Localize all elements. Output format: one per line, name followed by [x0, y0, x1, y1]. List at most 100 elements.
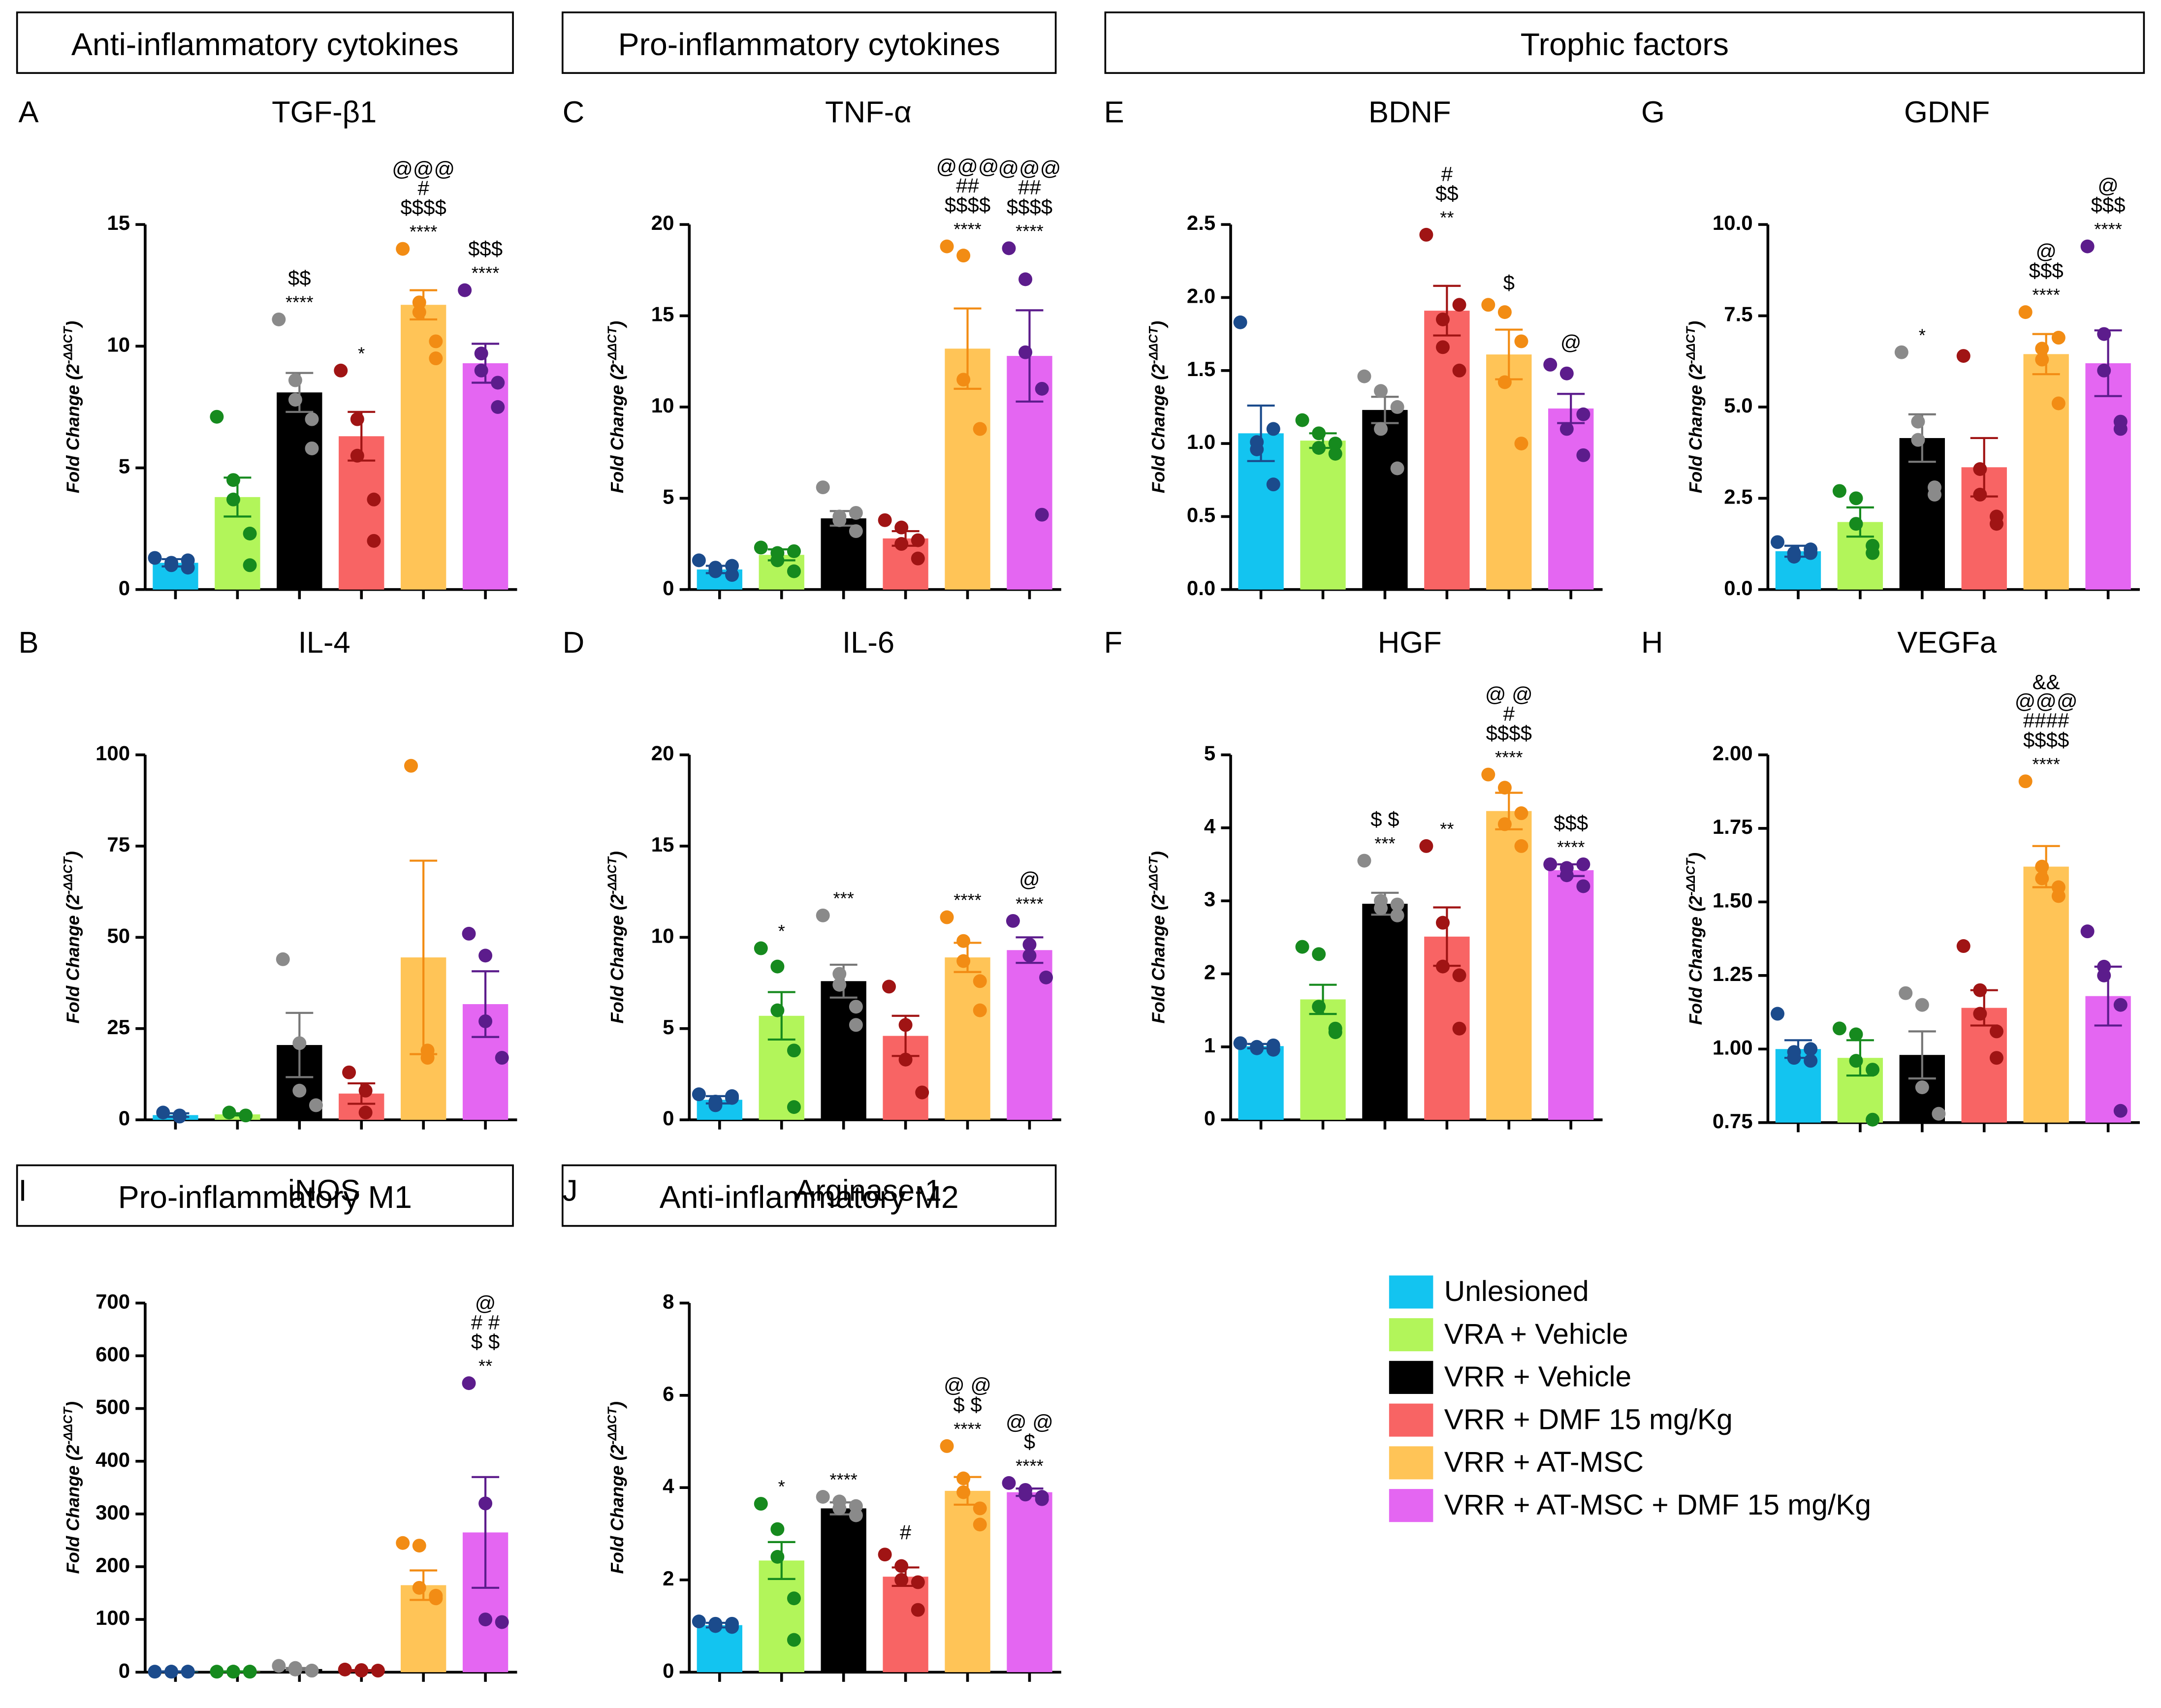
significance-label: *** — [833, 888, 854, 908]
data-point — [1233, 1036, 1247, 1050]
y-tick-label: 1.50 — [1713, 888, 1753, 912]
data-point — [1266, 422, 1280, 436]
panel-title: IL-4 — [298, 626, 350, 660]
y-label-text: Fold Change (2 — [1148, 894, 1169, 1024]
data-point — [367, 534, 381, 548]
significance-label: **** — [1016, 894, 1044, 914]
y-tick-label: 100 — [95, 1606, 130, 1629]
data-point — [1022, 949, 1037, 963]
data-point — [412, 295, 426, 310]
data-point — [412, 1539, 426, 1553]
bar — [821, 1508, 866, 1673]
data-point — [292, 1036, 307, 1050]
panel-letter: B — [18, 626, 38, 660]
data-point — [396, 1536, 410, 1550]
data-point — [164, 556, 179, 570]
legend-label: VRR + Vehicle — [1444, 1361, 1631, 1393]
data-point — [708, 1616, 723, 1631]
bar — [1548, 408, 1594, 590]
data-point — [1804, 546, 1818, 560]
y-tick-label: 2 — [663, 1567, 674, 1590]
y-tick-label: 25 — [107, 1015, 130, 1039]
y-tick-label: 600 — [95, 1343, 130, 1366]
data-point — [1328, 1021, 1342, 1036]
significance-label: $$ — [288, 266, 311, 289]
y-tick-label: 700 — [95, 1290, 130, 1313]
y-tick-label: 2.5 — [1187, 211, 1215, 234]
significance-label: ## — [956, 174, 979, 197]
y-label-sup: -ΔΔCT — [1684, 325, 1698, 364]
data-point — [1481, 298, 1495, 312]
data-point — [1866, 546, 1880, 560]
data-point — [882, 980, 896, 994]
data-point — [210, 1665, 224, 1679]
data-point — [1419, 227, 1433, 242]
data-point — [1435, 312, 1450, 326]
y-tick-label: 400 — [95, 1448, 130, 1471]
y-tick-label: 0 — [663, 1107, 674, 1130]
y-tick-label: 2 — [1204, 961, 1215, 984]
section-title: Trophic factors — [1521, 27, 1729, 62]
significance-label: ** — [1440, 819, 1454, 839]
data-point — [1989, 509, 2003, 524]
data-point — [371, 1664, 385, 1678]
data-point — [226, 1665, 240, 1679]
data-point — [973, 1003, 987, 1017]
data-point — [272, 312, 286, 326]
data-point — [787, 1100, 801, 1114]
y-tick-label: 5 — [663, 1015, 674, 1039]
data-point — [915, 1085, 929, 1100]
legend-label: VRR + AT-MSC — [1444, 1446, 1644, 1478]
data-point — [367, 492, 381, 506]
bar — [1007, 1492, 1052, 1673]
data-point — [1956, 939, 1970, 953]
significance-label: @ — [2035, 240, 2057, 263]
significance-label: * — [778, 1477, 785, 1497]
data-point — [940, 910, 954, 924]
panel-letter: A — [18, 95, 38, 129]
y-axis-label: Fold Change (2-ΔΔCT) — [605, 321, 627, 493]
data-point — [1266, 1043, 1280, 1057]
data-point — [1452, 968, 1466, 982]
data-point — [1514, 437, 1528, 451]
panel-title: GDNF — [1904, 95, 1990, 129]
data-point — [222, 1106, 236, 1120]
data-point — [305, 441, 319, 455]
y-tick-label: 10 — [651, 394, 674, 417]
y-tick-label: 10.0 — [1713, 211, 1753, 234]
data-point — [1435, 916, 1450, 930]
data-point — [1390, 400, 1404, 414]
significance-label: **** — [472, 263, 500, 283]
section-title: Anti-inflammatory cytokines — [71, 27, 459, 62]
y-tick-label: 2.5 — [1724, 485, 1752, 508]
data-point — [1770, 1007, 1784, 1021]
significance-label: && — [2033, 670, 2060, 694]
significance-label: #### — [2023, 709, 2069, 732]
y-label-text: Fold Change (2 — [607, 1445, 627, 1574]
data-point — [692, 1614, 706, 1629]
section-box — [16, 11, 514, 74]
legend-swatch — [1389, 1360, 1433, 1394]
legend-label: VRR + DMF 15 mg/Kg — [1444, 1403, 1733, 1435]
data-point — [429, 334, 443, 348]
panel-title: TGF-β1 — [272, 95, 377, 129]
section-box — [1104, 11, 2145, 74]
panel-letter: E — [1104, 95, 1124, 129]
data-point — [2035, 859, 2049, 874]
significance-label: # — [1503, 702, 1515, 725]
data-point — [1250, 1041, 1264, 1055]
data-point — [1328, 437, 1342, 451]
data-point — [787, 1633, 801, 1647]
panel-letter: H — [1641, 626, 1663, 660]
data-point — [770, 553, 785, 568]
data-point — [491, 400, 505, 414]
data-point — [1022, 938, 1037, 952]
data-point — [1559, 868, 1574, 883]
data-point — [956, 954, 971, 968]
significance-label: **** — [2032, 754, 2060, 774]
data-point — [1849, 1054, 1863, 1068]
y-tick-label: 8 — [663, 1290, 674, 1313]
data-point — [1312, 947, 1326, 961]
data-point — [878, 1548, 892, 1562]
data-point — [148, 551, 162, 565]
